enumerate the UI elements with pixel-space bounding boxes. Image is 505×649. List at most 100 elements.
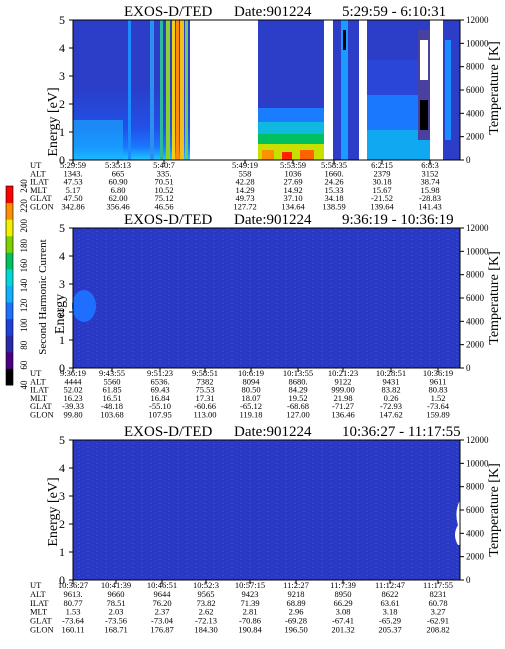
panel-2-ytick-label: 2 [59, 305, 65, 319]
panel-2-table-cell: 10:13:55 [283, 368, 313, 378]
panel-3-table-cell: 71.39 [240, 598, 259, 608]
panel-2-table-cell: 10:28:51 [376, 368, 406, 378]
panel-1-table-cell: 15.98 [420, 185, 439, 195]
panel-1-table-cell: 15.67 [372, 185, 391, 195]
panel-1-y2tick-label: 8000 [466, 62, 485, 72]
panel-1-y2tick-label: 0 [466, 155, 471, 165]
panel-1-table-cell: 138.59 [322, 202, 345, 212]
panel-2-y2tick-label: 8000 [466, 270, 485, 280]
panel-1-table-cell: 3152 [422, 168, 439, 178]
panel-2-table-cell: -72.93 [380, 401, 402, 411]
colorbar-swatch [6, 219, 13, 237]
panel-3-table-cell: 9613. [63, 589, 82, 599]
panel-2-table-cell: 61.85 [102, 385, 121, 395]
colorbar-swatch [6, 368, 13, 386]
panel-1-date: Date:901224 [234, 4, 312, 20]
colorbar-swatch [6, 318, 13, 336]
panel-2-table-cell: 16.84 [150, 393, 170, 403]
panel-1-ytick-label: 0 [59, 153, 65, 167]
panel-1-table-cell: 356.46 [106, 202, 129, 212]
panel-3-y2tick-label: 10000 [466, 458, 489, 468]
panel-1-table-cell: -28.83 [419, 193, 441, 203]
panel-2-table-cell: 75.53 [195, 385, 214, 395]
panel-2-table-cell: -55.10 [149, 401, 171, 411]
panel-3-y2tick-label: 8000 [466, 482, 485, 492]
panel-1-row-label: GLON [30, 202, 54, 212]
panel-3-table-cell: 196.50 [284, 625, 307, 635]
panel-1-y2tick-label: 4000 [466, 108, 485, 118]
panel-1-table-cell: 2379 [374, 168, 391, 178]
panel-1-table-cell: 5.17 [66, 185, 81, 195]
panel-3-table-cell: 10:41:39 [101, 580, 131, 590]
panel-2-table-cell: -39.33 [62, 401, 84, 411]
panel-2-row-label: ALT [30, 376, 47, 386]
panel-1-table-cell: -21.52 [371, 193, 393, 203]
panel-3-table-cell: 9660 [108, 589, 125, 599]
panel-3-table-cell: 10:36:27 [58, 580, 88, 590]
panel-3-date: Date:901224 [234, 424, 312, 440]
panel-3-y2tick-label: 6000 [466, 505, 485, 515]
panel-2-y2tick-label: 10000 [466, 246, 489, 256]
panel-3-ylabel: Energy [eV] [46, 477, 61, 546]
panel-2-table-cell: 9:58:51 [192, 368, 218, 378]
panel-2-table-cell: 69.43 [150, 385, 169, 395]
panel-2-table-cell: 10:6:19 [238, 368, 264, 378]
panel-3: EXOS-D/TED Date:901224 10:36:27 - 11:17:… [30, 424, 502, 635]
panel-3-table-cell: 201.32 [331, 625, 354, 635]
panel-2-table-cell: -71.27 [332, 401, 354, 411]
panel-2-table-cell: 4444 [65, 376, 83, 386]
panel-1-table-cell: 5:49:19 [232, 160, 258, 170]
panel-2: EXOS-D/TED Date:901224 9:36:19 - 10:36:1… [30, 212, 502, 420]
panel-3-table-cell: 10:46:51 [147, 580, 177, 590]
panel-3-table-cell: -70.86 [239, 616, 261, 626]
panel-3-table-cell: 3.08 [336, 607, 351, 617]
panel-1-table-cell: 127.72 [233, 202, 256, 212]
colorbar-swatch [6, 202, 13, 220]
panel-1-table-cell: 558 [239, 168, 252, 178]
panel-2-title: EXOS-D/TED [124, 212, 212, 228]
colorbar-tick-label: 60 [19, 360, 29, 370]
panel-1-ytick-label: 1 [59, 125, 65, 139]
panel-2-y2tick-label: 2000 [466, 340, 485, 350]
panel-1-table-cell: 6.80 [111, 185, 126, 195]
panel-2-table-cell: 80.50 [241, 385, 260, 395]
panel-3-time-range: 10:36:27 - 11:17:55 [342, 424, 461, 440]
panel-3-table-cell: -67.41 [332, 616, 354, 626]
panel-3-table-cell: 8622 [382, 589, 399, 599]
panel-1-table-cell: 37.10 [283, 193, 302, 203]
panel-2-table-cell: 21.98 [333, 393, 352, 403]
panel-2-ylabel: Energy [53, 294, 68, 334]
panel-3-table-cell: 9423 [242, 589, 259, 599]
colorbar-tick-label: 240 [19, 179, 29, 193]
panel-2-ytick-label: 5 [59, 221, 65, 235]
panel-1-table-cell: 5:53:59 [280, 160, 306, 170]
panel-3-table-cell: 2.37 [155, 607, 170, 617]
panel-2-table-cell: -60.66 [194, 401, 216, 411]
colorbar-label: Second Harmonic Current [37, 239, 49, 354]
panel-2-table-cell: -68.68 [287, 401, 309, 411]
panel-2-table-cell: 9431 [383, 376, 400, 386]
panel-3-row-label: GLAT [30, 616, 53, 626]
panel-3-table-cell: -73.04 [151, 616, 174, 626]
panel-1-title: EXOS-D/TED [124, 4, 212, 20]
panel-1-table-cell: 46.56 [154, 202, 173, 212]
panel-2-spectrogram [72, 227, 461, 369]
panel-3-table-cell: 66.29 [333, 598, 352, 608]
colorbar-tick-label: 140 [19, 278, 29, 292]
panel-3-table-cell: 2.62 [199, 607, 214, 617]
panel-1-table-cell: 70.51 [154, 177, 173, 187]
panel-2-table-cell: 7382 [197, 376, 214, 386]
panel-3-table-cell: 205.37 [378, 625, 401, 635]
colorbar: Second Harmonic Current 40 60 80 100 120 140 1… [5, 179, 49, 390]
panel-3-table-cell: 8950 [335, 589, 352, 599]
panel-2-y2tick-label: 4000 [466, 316, 485, 326]
panel-3-row-label: ALT [30, 589, 47, 599]
panel-1-ylabel: Energy [eV] [46, 87, 61, 156]
panel-2-table-cell: 9:36:19 [60, 368, 86, 378]
panel-1-table-cell: 38.74 [420, 177, 440, 187]
panel-3-table-cell: 176.87 [150, 625, 173, 635]
panel-3-table-cell: 190.84 [238, 625, 262, 635]
panel-1-ytick-label: 3 [59, 69, 65, 83]
colorbar-swatch [6, 186, 13, 204]
panel-3-table-cell: 9565 [198, 589, 215, 599]
